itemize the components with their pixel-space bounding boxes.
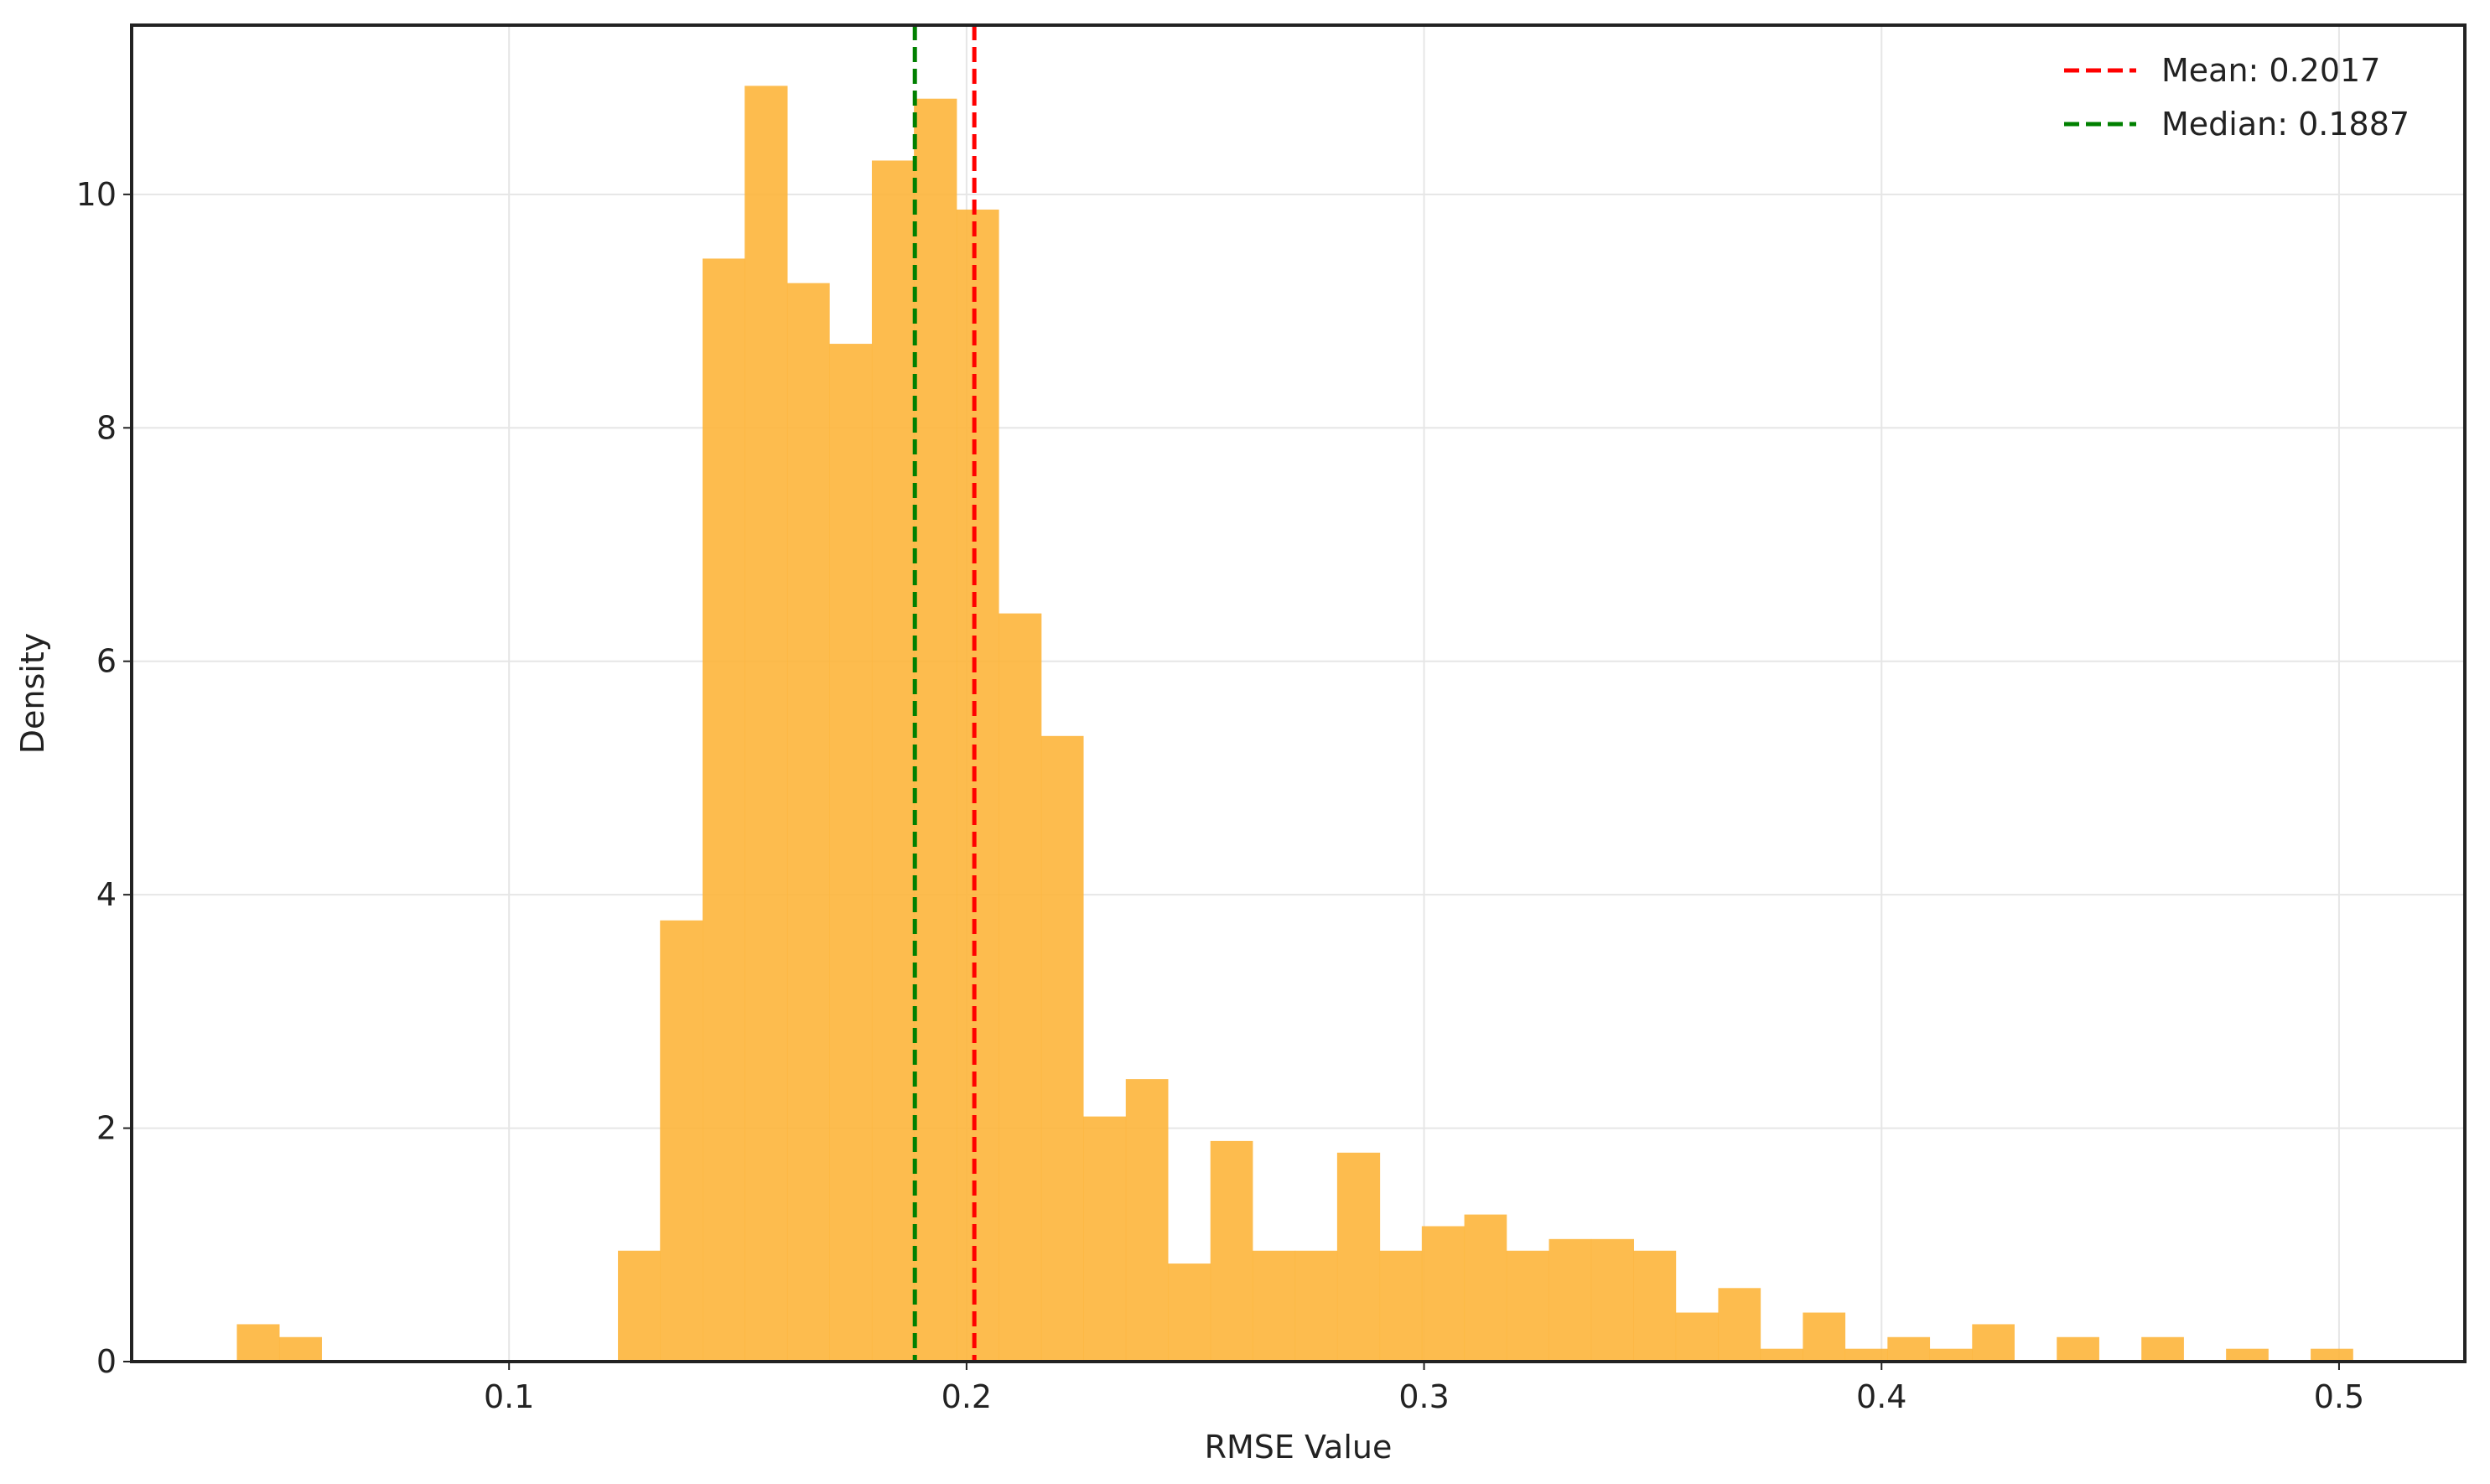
histogram-bar bbox=[660, 920, 703, 1362]
histogram-bar bbox=[1633, 1250, 1677, 1362]
histogram-bar bbox=[278, 1336, 322, 1362]
histogram-bar bbox=[744, 86, 788, 1362]
histogram-bar bbox=[1972, 1324, 2015, 1362]
x-tick-label: 0.3 bbox=[1398, 1378, 1449, 1415]
histogram-bar bbox=[871, 160, 915, 1362]
histogram-bar bbox=[999, 613, 1042, 1362]
histogram-bar bbox=[618, 1250, 661, 1362]
x-axis-label: RMSE Value bbox=[1205, 1429, 1393, 1466]
histogram-bar bbox=[2057, 1336, 2099, 1362]
histogram-bar bbox=[2311, 1348, 2353, 1362]
y-tick-label: 4 bbox=[96, 876, 117, 913]
x-tick-label: 0.4 bbox=[1856, 1378, 1906, 1415]
y-axis-label: Density bbox=[14, 633, 51, 754]
y-tick-label: 8 bbox=[96, 409, 117, 446]
histogram-bars bbox=[236, 86, 2353, 1362]
y-tick-label: 0 bbox=[96, 1343, 117, 1380]
y-axis-ticks: 0 2 4 6 8 10 bbox=[76, 176, 132, 1380]
histogram-bar bbox=[1252, 1250, 1296, 1362]
histogram-bar bbox=[236, 1324, 280, 1362]
histogram-bar bbox=[1887, 1336, 1931, 1362]
histogram-bar bbox=[1125, 1079, 1169, 1362]
histogram-bar bbox=[786, 283, 830, 1362]
histogram-bar bbox=[1210, 1140, 1253, 1362]
histogram-bar bbox=[1718, 1288, 1761, 1362]
y-tick-label: 10 bbox=[76, 176, 117, 213]
legend-median-label: Median: 0.1887 bbox=[2161, 106, 2410, 143]
histogram-bar bbox=[1844, 1348, 1888, 1362]
histogram-bar bbox=[1506, 1250, 1550, 1362]
histogram-bar bbox=[703, 258, 745, 1362]
histogram-bar bbox=[1336, 1152, 1381, 1362]
histogram-bar bbox=[1760, 1348, 1803, 1362]
histogram-bar bbox=[2141, 1336, 2184, 1362]
y-tick-label: 6 bbox=[96, 643, 117, 680]
histogram-bar bbox=[1803, 1312, 1846, 1362]
histogram-bar bbox=[1590, 1238, 1634, 1362]
legend: Mean: 0.2017 Median: 0.1887 bbox=[2064, 52, 2410, 143]
histogram-bar bbox=[1464, 1214, 1507, 1362]
legend-mean-label: Mean: 0.2017 bbox=[2161, 52, 2380, 89]
grid-lines bbox=[132, 25, 2465, 1362]
x-axis-ticks: 0.1 0.2 0.3 0.4 0.5 bbox=[484, 1362, 2364, 1415]
histogram-bar bbox=[1421, 1226, 1465, 1362]
histogram-bar bbox=[914, 98, 957, 1362]
x-tick-label: 0.1 bbox=[484, 1378, 534, 1415]
reference-lines bbox=[912, 25, 977, 1362]
histogram-bar bbox=[1379, 1250, 1423, 1362]
histogram-bar bbox=[1167, 1263, 1211, 1362]
histogram-bar bbox=[1294, 1250, 1338, 1362]
x-tick-label: 0.5 bbox=[2314, 1378, 2364, 1415]
histogram-bar bbox=[956, 209, 999, 1362]
histogram-bar bbox=[1929, 1348, 1973, 1362]
histogram-bar bbox=[1548, 1238, 1592, 1362]
y-tick-label: 2 bbox=[96, 1110, 117, 1147]
histogram-bar bbox=[1675, 1312, 1719, 1362]
histogram-bar bbox=[2226, 1348, 2269, 1362]
histogram-bar bbox=[1083, 1116, 1127, 1362]
plot-frame bbox=[130, 23, 2467, 1363]
histogram-bar bbox=[1040, 735, 1084, 1362]
histogram-bar bbox=[829, 344, 873, 1362]
x-tick-label: 0.2 bbox=[942, 1378, 992, 1415]
